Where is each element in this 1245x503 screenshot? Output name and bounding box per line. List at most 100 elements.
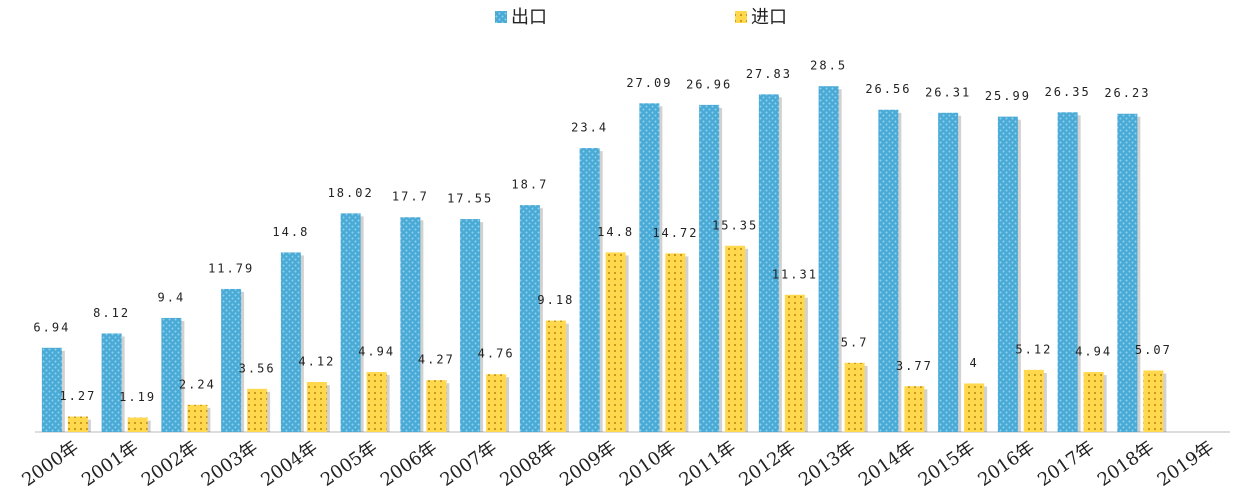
bar xyxy=(486,374,507,432)
data-label: 14.8 xyxy=(272,225,309,239)
legend-label: 进口 xyxy=(751,7,787,28)
bar xyxy=(340,213,361,432)
x-tick-label: 2003年 xyxy=(198,437,262,491)
data-label: 4.12 xyxy=(298,355,335,369)
data-label: 1.19 xyxy=(119,390,156,404)
bar xyxy=(460,219,481,432)
bar xyxy=(844,362,865,432)
bar xyxy=(1143,370,1164,432)
data-label: 4.94 xyxy=(358,345,395,359)
x-tick-label: 2008年 xyxy=(496,437,560,491)
data-label: 5.7 xyxy=(841,335,869,349)
data-label: 5.07 xyxy=(1135,343,1172,357)
x-tick-label: 2014年 xyxy=(855,437,919,491)
bar xyxy=(938,112,959,432)
bar xyxy=(247,388,268,432)
bar xyxy=(306,382,327,432)
bar xyxy=(878,109,899,432)
x-tick-label: 2011年 xyxy=(676,437,740,491)
data-label: 14.8 xyxy=(597,225,634,239)
data-label: 6.94 xyxy=(33,320,70,334)
data-label: 2.24 xyxy=(179,377,216,391)
x-tick-label: 2006年 xyxy=(377,437,441,491)
x-tick-label: 2009年 xyxy=(556,437,620,491)
data-label: 8.12 xyxy=(93,306,130,320)
bar xyxy=(519,205,540,432)
x-tick-label: 2016年 xyxy=(974,437,1038,491)
data-label: 9.4 xyxy=(158,290,186,304)
legend-swatch xyxy=(495,11,507,23)
data-label: 23.4 xyxy=(571,121,608,135)
bar xyxy=(665,253,686,432)
data-label: 27.09 xyxy=(626,76,672,90)
data-label: 26.96 xyxy=(686,77,732,91)
x-tick-label: 2015年 xyxy=(915,437,979,491)
bar xyxy=(400,217,421,432)
data-label: 27.83 xyxy=(746,67,792,81)
data-label: 26.35 xyxy=(1045,85,1091,99)
data-label: 15.35 xyxy=(712,218,758,232)
bar xyxy=(101,333,122,432)
data-label: 4.27 xyxy=(418,353,455,367)
x-tick-label: 2013年 xyxy=(795,437,859,491)
bar xyxy=(964,383,985,432)
data-label: 3.56 xyxy=(239,361,276,375)
bar xyxy=(904,386,925,432)
bar xyxy=(639,103,660,433)
x-tick-label: 2018年 xyxy=(1094,437,1158,491)
x-tick-label: 2005年 xyxy=(317,437,381,491)
data-label: 1.27 xyxy=(59,389,96,403)
data-label: 26.23 xyxy=(1104,86,1150,100)
data-label: 3.77 xyxy=(896,359,933,373)
data-label: 9.18 xyxy=(537,293,574,307)
x-tick-label: 2017年 xyxy=(1034,437,1098,491)
bar xyxy=(221,288,242,432)
bar xyxy=(127,417,148,432)
data-label: 4.94 xyxy=(1075,345,1112,359)
data-label: 26.31 xyxy=(925,85,971,99)
bar xyxy=(366,372,387,432)
bar xyxy=(579,148,600,432)
data-label: 17.7 xyxy=(392,190,429,204)
bar xyxy=(758,94,779,432)
bar xyxy=(1083,372,1104,432)
data-label: 11.31 xyxy=(772,267,818,281)
legend-swatch xyxy=(735,11,747,23)
bar xyxy=(161,317,182,432)
x-tick-label: 2004年 xyxy=(257,437,321,491)
data-label: 14.72 xyxy=(652,226,698,240)
data-label: 4.76 xyxy=(478,347,515,361)
bar xyxy=(187,404,208,432)
bar xyxy=(67,416,88,432)
bar xyxy=(41,347,62,432)
data-label: 17.55 xyxy=(447,192,493,206)
x-tick-label: 2000年 xyxy=(18,437,82,491)
bar xyxy=(605,252,626,432)
data-label: 11.79 xyxy=(208,261,254,275)
data-label: 25.99 xyxy=(985,89,1031,103)
data-label: 18.7 xyxy=(511,178,548,192)
bar xyxy=(1023,369,1044,432)
bar xyxy=(784,294,805,432)
data-label: 28.5 xyxy=(810,59,847,73)
bar xyxy=(545,320,566,432)
x-tick-label: 2019年 xyxy=(1154,437,1218,491)
bar xyxy=(725,245,746,432)
bar xyxy=(426,380,447,432)
data-label: 26.56 xyxy=(865,82,911,96)
legend-label: 出口 xyxy=(511,7,547,28)
data-label: 18.02 xyxy=(328,186,374,200)
bar xyxy=(280,252,301,432)
bar xyxy=(997,116,1018,432)
x-tick-label: 2012年 xyxy=(735,437,799,491)
bar xyxy=(1057,112,1078,432)
bar xyxy=(818,86,839,432)
data-label: 4 xyxy=(970,356,979,370)
x-tick-label: 2002年 xyxy=(138,437,202,491)
bar xyxy=(699,104,720,433)
x-tick-label: 2001年 xyxy=(78,437,142,491)
x-tick-label: 2010年 xyxy=(616,437,680,491)
x-tick-label: 2007年 xyxy=(437,437,501,491)
bar xyxy=(1117,113,1138,432)
